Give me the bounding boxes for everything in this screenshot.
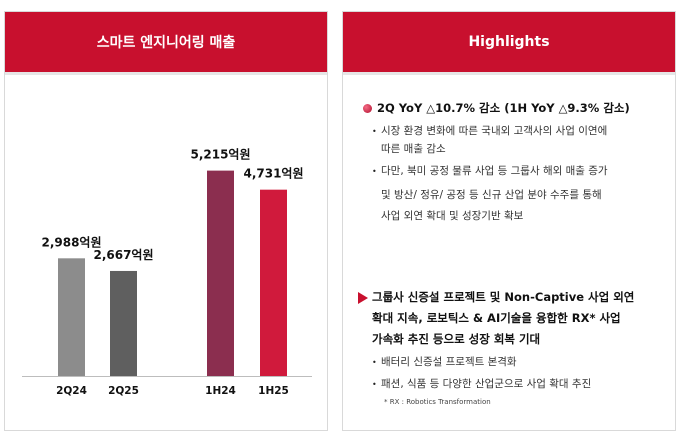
- bar-1h25: [260, 189, 287, 376]
- section1-bullet-2-line-1: 다만, 북미 공정 물류 사업 등 그룹사 해외 매출 증가: [381, 165, 608, 177]
- value-label-1h25: 4,731억원: [243, 167, 303, 181]
- sub-bullet-icon: •: [372, 167, 377, 176]
- bar-1h24: [207, 170, 234, 376]
- section2-heading-line-3: 가속화 추진 등으로 성장 회복 기대: [372, 332, 541, 346]
- sub-bullet-icon: •: [372, 380, 377, 389]
- highlights-panel-header: Highlights: [343, 12, 675, 75]
- footnote: * RX : Robotics Transformation: [384, 398, 491, 406]
- bar-2q25: [110, 270, 137, 376]
- section1-bullet-1-line-2: 따른 매출 감소: [381, 143, 446, 155]
- sales-bar-chart: 2,988억원 2Q24 2,667억원 2Q25 5,215억원 1H24 4,731억원…: [22, 148, 312, 397]
- arrow-right-icon: [358, 292, 368, 304]
- bar-2q24: [58, 258, 85, 376]
- sub-bullet-icon: •: [372, 358, 377, 367]
- section1-bullet-2-line-2: 및 방산/ 정유/ 공정 등 신규 산업 분야 수주를 통해: [381, 189, 602, 201]
- sub-bullet-icon: •: [372, 127, 377, 136]
- value-label-2q25: 2,667억원: [93, 248, 153, 262]
- section2-heading-line-1: 그룹사 신증설 프로젝트 및 Non-Captive 사업 외연: [372, 290, 635, 304]
- value-label-2q24: 2,988억원: [41, 235, 101, 249]
- section2-bullet-2: 패션, 식품 등 다양한 산업군으로 사업 확대 추진: [381, 378, 592, 390]
- sales-panel-title: 스마트 엔지니어링 매출: [96, 35, 236, 51]
- category-label-1h24: 1H24: [205, 385, 236, 397]
- highlights-panel-title: Highlights: [468, 34, 550, 50]
- category-label-2q24: 2Q24: [56, 385, 87, 397]
- section2-bullet-1: 배터리 신증설 프로젝트 본격화: [381, 356, 517, 368]
- category-label-1h25: 1H25: [258, 385, 289, 397]
- sales-panel-header: 스마트 엔지니어링 매출: [5, 12, 327, 75]
- section1-bullet-2-line-3: 사업 외연 확대 및 성장기반 확보: [381, 210, 524, 222]
- value-label-1h24: 5,215억원: [190, 148, 250, 162]
- category-label-2q25: 2Q25: [108, 385, 139, 397]
- highlights-panel: Highlights: [342, 11, 676, 431]
- section1-heading: 2Q YoY △10.7% 감소 (1H YoY △9.3% 감소): [377, 101, 630, 115]
- section2-heading-line-2: 확대 지속, 로보틱스 & AI기술을 융합한 RX* 사업: [372, 311, 621, 325]
- section1-bullet-1-line-1: 시장 환경 변화에 따른 국내외 고객사의 사업 이연에: [381, 125, 608, 137]
- bullet-dot-icon: [363, 104, 372, 113]
